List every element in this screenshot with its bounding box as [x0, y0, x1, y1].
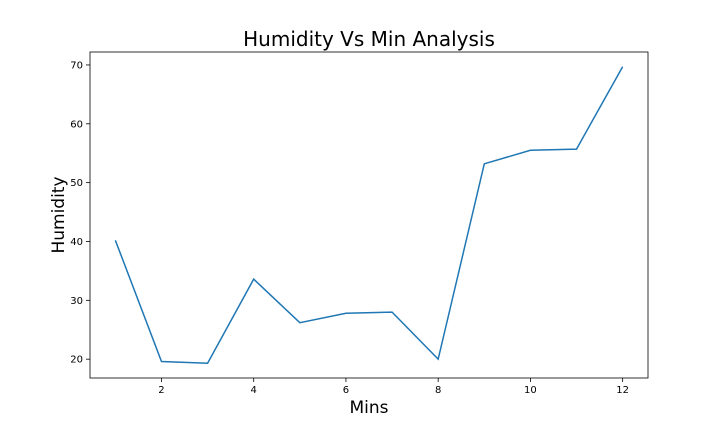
y-tick-label: 40: [70, 237, 83, 248]
humidity-series-line: [114, 66, 624, 365]
y-tick-label: 30: [70, 296, 83, 307]
y-tick-label: 50: [70, 178, 83, 189]
x-tick-label: 2: [158, 385, 164, 396]
y-axis-label: Humidity: [49, 176, 69, 253]
x-axis: 2 4 6 8 10 12: [158, 378, 629, 396]
x-tick-label: 6: [343, 385, 349, 396]
x-tick-label: 8: [435, 385, 441, 396]
x-axis-label: Mins: [349, 398, 388, 418]
x-tick-label: 10: [524, 385, 537, 396]
y-axis: 20 30 40 50 60 70: [70, 60, 90, 366]
y-tick-label: 20: [70, 355, 83, 366]
y-tick-label: 70: [70, 60, 83, 71]
x-tick-label: 4: [251, 385, 257, 396]
data-points: [115, 66, 623, 364]
x-tick-label: 12: [616, 385, 629, 396]
y-tick-label: 60: [70, 119, 83, 130]
plot-area-frame: [89, 51, 649, 379]
chart-title: Humidity Vs Min Analysis: [243, 27, 495, 51]
